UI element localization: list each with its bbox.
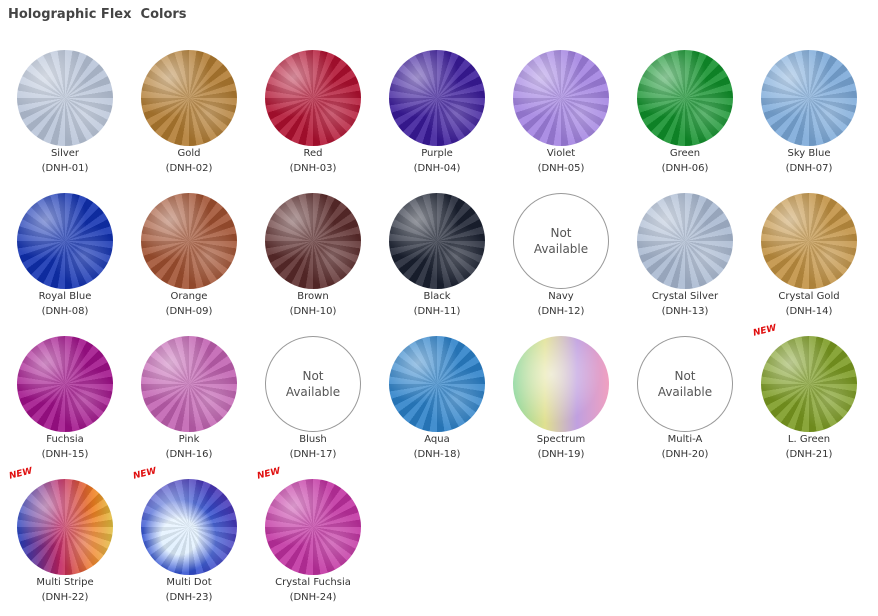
swatch-code: (DNH-16) [165, 449, 213, 460]
swatch-code: (DNH-04) [413, 163, 461, 174]
swatch [141, 479, 237, 575]
swatch-name: Pink [178, 434, 200, 445]
swatch-code: (DNH-20) [661, 449, 709, 460]
status-text: Not Available [533, 226, 589, 256]
swatch-name: Sky Blue [787, 148, 831, 159]
swatch-name: Royal Blue [38, 291, 92, 302]
swatch-code: (DNH-11) [413, 306, 461, 317]
swatch [389, 193, 485, 289]
swatch-code: (DNH-21) [785, 449, 833, 460]
swatch [761, 336, 857, 432]
swatch [513, 50, 609, 146]
swatch-name: Black [423, 291, 451, 302]
swatch-name: Aqua [424, 434, 450, 445]
swatch-name: Gold [177, 148, 201, 159]
swatch [17, 50, 113, 146]
swatch-name: Red [303, 148, 323, 159]
swatch [265, 193, 361, 289]
swatch-name: Crystal Fuchsia [275, 577, 351, 588]
swatch [389, 50, 485, 146]
swatch [17, 336, 113, 432]
swatch-code: (DNH-17) [289, 449, 337, 460]
swatch [141, 193, 237, 289]
new-badge: NEW [132, 466, 158, 482]
swatch [17, 193, 113, 289]
swatch-name: Orange [170, 291, 208, 302]
new-badge: NEW [8, 466, 34, 482]
swatch [141, 50, 237, 146]
swatch-name: Blush [299, 434, 327, 445]
status-text: Not Available [657, 369, 713, 399]
swatch-code: (DNH-14) [785, 306, 833, 317]
swatch-code: (DNH-07) [785, 163, 833, 174]
swatch-name: Multi-A [667, 434, 703, 445]
new-badge: NEW [256, 466, 282, 482]
swatch [265, 479, 361, 575]
swatch-code: (DNH-06) [661, 163, 709, 174]
swatch: Not Available [513, 193, 609, 289]
swatch-code: (DNH-12) [537, 306, 585, 317]
swatch-name: Silver [50, 148, 80, 159]
swatch-name: Violet [546, 148, 576, 159]
swatch-name: Purple [421, 148, 453, 159]
swatch [637, 193, 733, 289]
swatch [513, 336, 609, 432]
swatch-name: Navy [548, 291, 574, 302]
swatch-code: (DNH-10) [289, 306, 337, 317]
swatch: Not Available [265, 336, 361, 432]
swatch-code: (DNH-24) [289, 592, 337, 603]
swatch [389, 336, 485, 432]
swatch-name: Crystal Gold [778, 291, 840, 302]
new-badge: NEW [752, 323, 778, 339]
swatch-name: Multi Stripe [36, 577, 94, 588]
swatch-code: (DNH-01) [41, 163, 89, 174]
swatch-name: Brown [297, 291, 329, 302]
swatch-code: (DNH-18) [413, 449, 461, 460]
swatch [761, 50, 857, 146]
swatch-code: (DNH-03) [289, 163, 337, 174]
swatch [265, 50, 361, 146]
swatch-code: (DNH-05) [537, 163, 585, 174]
swatch-name: Green [669, 148, 701, 159]
swatch: Not Available [637, 336, 733, 432]
swatch-code: (DNH-08) [41, 306, 89, 317]
swatch [141, 336, 237, 432]
swatch [637, 50, 733, 146]
swatch-code: (DNH-19) [537, 449, 585, 460]
swatch-name: Fuchsia [46, 434, 84, 445]
swatch-name: Spectrum [536, 434, 586, 445]
status-text: Not Available [285, 369, 341, 399]
swatch-code: (DNH-15) [41, 449, 89, 460]
page-title: Holographic Flex Colors [8, 7, 187, 22]
swatch-name: L. Green [787, 434, 831, 445]
swatch-name: Crystal Silver [651, 291, 719, 302]
swatch-code: (DNH-23) [165, 592, 213, 603]
swatch-code: (DNH-02) [165, 163, 213, 174]
swatch-code: (DNH-22) [41, 592, 89, 603]
swatch-name: Multi Dot [166, 577, 212, 588]
swatch-code: (DNH-13) [661, 306, 709, 317]
swatch [761, 193, 857, 289]
swatch [17, 479, 113, 575]
swatch-code: (DNH-09) [165, 306, 213, 317]
